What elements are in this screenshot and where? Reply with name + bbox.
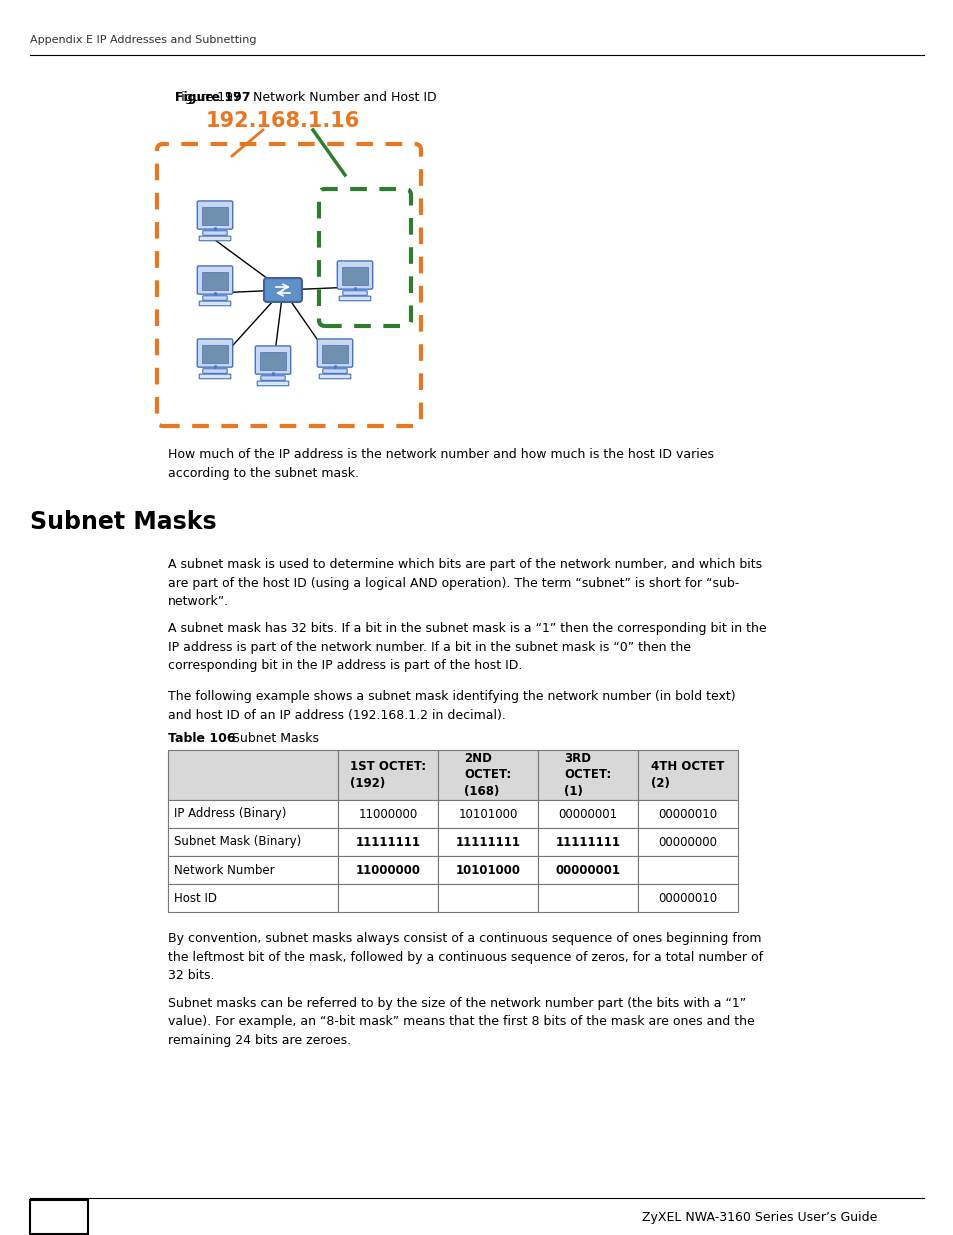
Bar — [168, 827, 337, 856]
Text: 00000000: 00000000 — [658, 836, 717, 848]
Bar — [437, 750, 537, 800]
Text: Network Number: Network Number — [173, 863, 274, 877]
Text: A subnet mask has 32 bits. If a bit in the subnet mask is a “1” then the corresp: A subnet mask has 32 bits. If a bit in t… — [168, 622, 766, 672]
Text: 11111111: 11111111 — [455, 836, 520, 848]
Text: Host ID: Host ID — [173, 892, 216, 904]
Bar — [30, 1200, 88, 1234]
Text: IP Address (Binary): IP Address (Binary) — [173, 808, 286, 820]
Bar — [537, 884, 638, 911]
FancyBboxPatch shape — [203, 231, 227, 236]
Text: Subnet masks can be referred to by the size of the network number part (the bits: Subnet masks can be referred to by the s… — [168, 997, 754, 1047]
Text: A subnet mask is used to determine which bits are part of the network number, an: A subnet mask is used to determine which… — [168, 558, 761, 608]
Text: By convention, subnet masks always consist of a continuous sequence of ones begi: By convention, subnet masks always consi… — [168, 932, 762, 982]
FancyBboxPatch shape — [317, 338, 353, 367]
Text: 11111111: 11111111 — [355, 836, 420, 848]
FancyBboxPatch shape — [203, 369, 227, 373]
Text: Appendix E IP Addresses and Subnetting: Appendix E IP Addresses and Subnetting — [30, 35, 256, 44]
FancyBboxPatch shape — [197, 266, 233, 294]
Text: Figure 197: Figure 197 — [174, 90, 251, 104]
Bar — [437, 827, 537, 856]
FancyBboxPatch shape — [342, 267, 367, 285]
FancyBboxPatch shape — [197, 201, 233, 230]
FancyBboxPatch shape — [264, 278, 302, 303]
FancyBboxPatch shape — [199, 374, 231, 379]
Text: 10101000: 10101000 — [457, 808, 517, 820]
Text: Subnet Mask (Binary): Subnet Mask (Binary) — [173, 836, 301, 848]
FancyBboxPatch shape — [255, 346, 291, 374]
FancyBboxPatch shape — [342, 290, 367, 295]
Bar — [168, 884, 337, 911]
Bar — [168, 856, 337, 884]
FancyBboxPatch shape — [337, 261, 373, 289]
FancyBboxPatch shape — [197, 338, 233, 367]
Bar — [638, 750, 738, 800]
Text: 2ND
OCTET:
(168): 2ND OCTET: (168) — [464, 752, 511, 798]
Text: Table 106: Table 106 — [168, 732, 235, 745]
Bar — [337, 884, 437, 911]
Text: 11000000: 11000000 — [358, 808, 417, 820]
Text: 10101000: 10101000 — [455, 863, 520, 877]
Bar — [437, 884, 537, 911]
Bar — [638, 856, 738, 884]
FancyBboxPatch shape — [202, 345, 228, 363]
Text: Subnet Masks: Subnet Masks — [232, 732, 318, 745]
Text: 3RD
OCTET:
(1): 3RD OCTET: (1) — [564, 752, 611, 798]
Bar — [638, 800, 738, 827]
Text: 4TH OCTET
(2): 4TH OCTET (2) — [651, 761, 724, 789]
FancyBboxPatch shape — [339, 296, 371, 301]
FancyBboxPatch shape — [319, 374, 351, 379]
Text: 1ST OCTET:
(192): 1ST OCTET: (192) — [350, 761, 426, 789]
Text: Figure 197   Network Number and Host ID: Figure 197 Network Number and Host ID — [174, 90, 436, 104]
Text: ZyXEL NWA-3160 Series User’s Guide: ZyXEL NWA-3160 Series User’s Guide — [641, 1210, 877, 1224]
Text: 11000000: 11000000 — [355, 863, 420, 877]
Text: 00000001: 00000001 — [555, 863, 619, 877]
FancyBboxPatch shape — [202, 207, 228, 225]
FancyBboxPatch shape — [203, 295, 227, 300]
Bar — [168, 800, 337, 827]
Text: 290: 290 — [40, 1208, 77, 1226]
FancyBboxPatch shape — [199, 236, 231, 241]
Text: 00000010: 00000010 — [658, 892, 717, 904]
Bar — [537, 856, 638, 884]
Bar — [337, 856, 437, 884]
Bar — [537, 800, 638, 827]
Bar — [537, 750, 638, 800]
FancyBboxPatch shape — [199, 301, 231, 306]
Bar — [337, 827, 437, 856]
Bar — [638, 827, 738, 856]
Bar — [168, 750, 337, 800]
Bar — [638, 884, 738, 911]
FancyBboxPatch shape — [260, 375, 285, 380]
FancyBboxPatch shape — [202, 272, 228, 290]
Text: 00000010: 00000010 — [658, 808, 717, 820]
Text: 00000001: 00000001 — [558, 808, 617, 820]
Text: 192.168.1.16: 192.168.1.16 — [206, 111, 359, 131]
Text: Subnet Masks: Subnet Masks — [30, 510, 216, 534]
Bar — [337, 750, 437, 800]
Bar — [537, 827, 638, 856]
FancyBboxPatch shape — [322, 369, 347, 373]
Text: The following example shows a subnet mask identifying the network number (in bol: The following example shows a subnet mas… — [168, 690, 735, 721]
Bar — [437, 856, 537, 884]
FancyBboxPatch shape — [260, 352, 285, 370]
Bar — [437, 800, 537, 827]
FancyBboxPatch shape — [157, 144, 420, 426]
Text: 11111111: 11111111 — [555, 836, 619, 848]
FancyBboxPatch shape — [257, 382, 289, 385]
FancyBboxPatch shape — [322, 345, 347, 363]
Text: How much of the IP address is the network number and how much is the host ID var: How much of the IP address is the networ… — [168, 448, 713, 479]
Bar — [337, 800, 437, 827]
